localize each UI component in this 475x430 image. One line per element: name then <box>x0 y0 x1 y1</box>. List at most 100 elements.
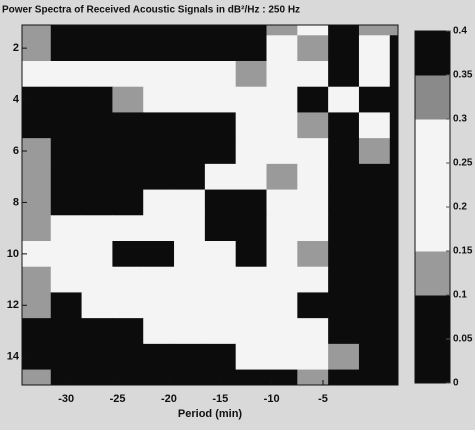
heatmap-cell <box>359 87 390 113</box>
heatmap-cell <box>267 61 298 87</box>
heatmap-cell <box>112 61 143 87</box>
x-tick-label: -5 <box>318 393 328 405</box>
heatmap-cell <box>143 138 174 164</box>
colorbar-band <box>415 339 450 384</box>
heatmap-cell <box>82 292 113 318</box>
colorbar-band <box>415 31 450 76</box>
heatmap-cell <box>143 267 174 293</box>
heatmap-cell <box>20 61 51 87</box>
heatmap-cell <box>51 267 82 293</box>
x-tick-label: -15 <box>212 393 228 405</box>
heatmap-cell <box>328 61 359 87</box>
heatmap-cell <box>267 138 298 164</box>
heatmap-cell <box>112 164 143 190</box>
heatmap-cell <box>267 267 298 293</box>
heatmap-cell <box>51 164 82 190</box>
heatmap-cell <box>205 164 236 190</box>
colorbar-band <box>415 75 450 120</box>
heatmap-cell <box>267 35 298 61</box>
heatmap-cell <box>297 241 328 267</box>
heatmap-cell <box>51 112 82 138</box>
heatmap-cell <box>359 190 390 216</box>
heatmap-cell <box>51 87 82 113</box>
heatmap-cell <box>267 292 298 318</box>
heatmap-cell <box>205 215 236 241</box>
heatmap-cell <box>174 138 205 164</box>
heatmap-cell <box>328 344 359 370</box>
heatmap-cell <box>112 35 143 61</box>
x-tick-label: -30 <box>58 393 74 405</box>
heatmap-cell <box>328 292 359 318</box>
heatmap-cell <box>174 292 205 318</box>
heatmap-cell <box>236 292 267 318</box>
heatmap-cell <box>82 190 113 216</box>
heatmap-cell <box>174 318 205 344</box>
colorbar-band <box>415 119 450 164</box>
heatmap-cell <box>20 164 51 190</box>
heatmap-cell <box>297 267 328 293</box>
heatmap-cell <box>112 344 143 370</box>
heatmap-cell <box>143 344 174 370</box>
heatmap-cell <box>328 112 359 138</box>
heatmap-cell <box>359 112 390 138</box>
heatmap-area <box>20 10 421 396</box>
heatmap-cell <box>205 267 236 293</box>
x-tick-label: -10 <box>264 393 280 405</box>
heatmap-cell <box>112 318 143 344</box>
heatmap-cell <box>359 292 390 318</box>
heatmap-cell <box>359 138 390 164</box>
heatmap-cell <box>267 164 298 190</box>
heatmap-cell <box>359 61 390 87</box>
heatmap-cell <box>82 35 113 61</box>
heatmap-cell <box>174 164 205 190</box>
colorbar-band <box>415 163 450 208</box>
heatmap-cell <box>174 190 205 216</box>
heatmap-cell <box>328 35 359 61</box>
heatmap-cell <box>205 87 236 113</box>
heatmap-cell <box>82 87 113 113</box>
heatmap-cell <box>297 61 328 87</box>
heatmap-cell <box>51 318 82 344</box>
heatmap-cell <box>205 318 236 344</box>
colorbar-band <box>415 207 450 252</box>
heatmap-cell <box>112 87 143 113</box>
heatmap-cell <box>112 190 143 216</box>
heatmap-cell <box>359 241 390 267</box>
y-tick-label: 14 <box>7 351 20 363</box>
y-tick-label: 4 <box>13 93 20 105</box>
heatmap-cell <box>174 87 205 113</box>
heatmap-cell <box>82 344 113 370</box>
heatmap-cell <box>20 112 51 138</box>
colorbar-band <box>415 295 450 340</box>
heatmap-cell <box>174 241 205 267</box>
colorbar-tick-label: 0.05 <box>453 334 473 345</box>
heatmap-cell <box>205 61 236 87</box>
heatmap-cell <box>143 112 174 138</box>
colorbar-tick-label: 0.1 <box>453 290 467 301</box>
colorbar-tick-label: 0.25 <box>453 158 473 169</box>
heatmap-cell <box>267 112 298 138</box>
heatmap-cell <box>297 292 328 318</box>
y-tick-label: 2 <box>13 42 19 54</box>
heatmap-cell <box>328 267 359 293</box>
heatmap-cell <box>328 164 359 190</box>
heatmap-cell <box>112 215 143 241</box>
heatmap-cell <box>236 35 267 61</box>
heatmap-cell <box>51 35 82 61</box>
colorbar-tick-label: 0.2 <box>453 202 467 213</box>
heatmap-cell <box>205 190 236 216</box>
heatmap-cell <box>328 318 359 344</box>
heatmap-cell <box>359 267 390 293</box>
heatmap-cell <box>143 292 174 318</box>
colorbar-tick-label: 0.15 <box>453 246 473 257</box>
heatmap-cell <box>143 215 174 241</box>
chart: Power Spectra of Received Acoustic Signa… <box>0 0 475 430</box>
heatmap-cell <box>236 190 267 216</box>
heatmap-cell <box>82 138 113 164</box>
y-tick-label: 8 <box>13 196 19 208</box>
heatmap-cell <box>328 138 359 164</box>
colorbar-band <box>415 251 450 296</box>
heatmap-cell <box>143 190 174 216</box>
heatmap-cell <box>359 215 390 241</box>
heatmap-cell <box>112 112 143 138</box>
